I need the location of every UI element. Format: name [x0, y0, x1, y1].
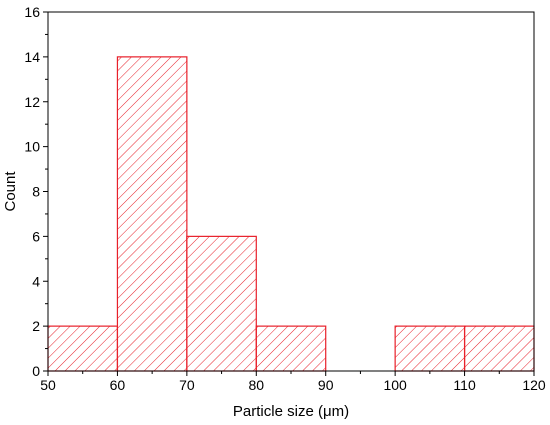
histogram-bar	[255, 325, 327, 372]
histogram-bar	[47, 325, 119, 372]
x-tick-label: 60	[110, 377, 126, 393]
x-tick-label: 110	[453, 377, 476, 393]
x-tick-label: 90	[318, 377, 334, 393]
y-tick-label: 10	[24, 139, 40, 155]
histogram-bar	[463, 325, 535, 372]
x-tick-label: 100	[383, 377, 407, 393]
histogram-bar	[394, 325, 466, 372]
y-tick-label: 12	[24, 94, 40, 110]
x-axis-title: Particle size (μm)	[233, 403, 349, 420]
y-tick-label: 14	[24, 49, 40, 65]
histogram-bar	[116, 56, 188, 372]
x-tick-label: 80	[248, 377, 264, 393]
y-tick-label: 4	[32, 273, 40, 289]
x-tick-label: 120	[522, 377, 546, 393]
bars-group	[47, 56, 535, 372]
ticks-group: 50 60 70 80 90 100 110 120 0 2 4 6 8 10 12 14 16	[24, 4, 545, 393]
y-tick-label: 16	[24, 4, 40, 20]
y-tick-label: 0	[32, 363, 40, 379]
y-tick-label: 8	[32, 184, 40, 200]
x-tick-label: 70	[179, 377, 195, 393]
histogram-bar	[186, 235, 257, 372]
y-tick-label: 6	[32, 228, 40, 244]
y-tick-label: 2	[32, 318, 40, 334]
y-axis-title: Count	[2, 171, 19, 212]
x-tick-label: 50	[40, 377, 56, 393]
